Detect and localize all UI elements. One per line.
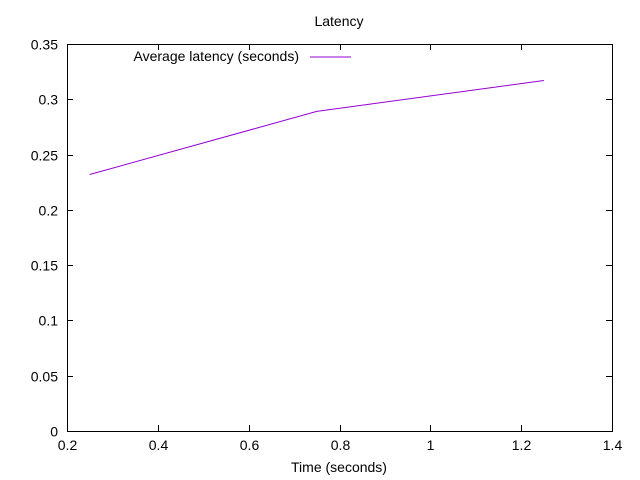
x-tick-label: 1.2 — [512, 437, 532, 453]
x-tick-label: 0.6 — [240, 437, 260, 453]
legend-label: Average latency (seconds) — [134, 48, 300, 64]
x-tick-label: 1.4 — [603, 437, 623, 453]
x-axis-label: Time (seconds) — [291, 459, 387, 475]
x-tick-label: 0.4 — [149, 437, 169, 453]
chart-title: Latency — [314, 13, 363, 29]
legend: Average latency (seconds) — [134, 48, 351, 64]
series-group — [89, 80, 544, 175]
y-tick-label: 0.15 — [31, 258, 58, 274]
series-line — [89, 80, 544, 175]
x-tick-label: 0.8 — [331, 437, 351, 453]
y-tick-label: 0.25 — [31, 148, 58, 164]
y-tick-label: 0.35 — [31, 37, 58, 53]
y-tick-label: 0.05 — [31, 369, 58, 385]
x-tick-label: 1 — [427, 437, 435, 453]
plot-area — [67, 44, 613, 432]
plot-border — [67, 44, 613, 432]
y-tick-label: 0.3 — [39, 92, 59, 108]
x-axis: 0.2 0.4 0.6 0.8 1 1.2 1.4 — [58, 44, 623, 453]
y-tick-label: 0 — [50, 424, 58, 440]
y-tick-label: 0.1 — [39, 313, 59, 329]
y-axis: 0 0.05 0.1 0.15 0.2 0.25 0.3 0.35 — [31, 37, 612, 440]
x-tick-label: 0.2 — [58, 437, 78, 453]
y-tick-label: 0.2 — [39, 203, 59, 219]
